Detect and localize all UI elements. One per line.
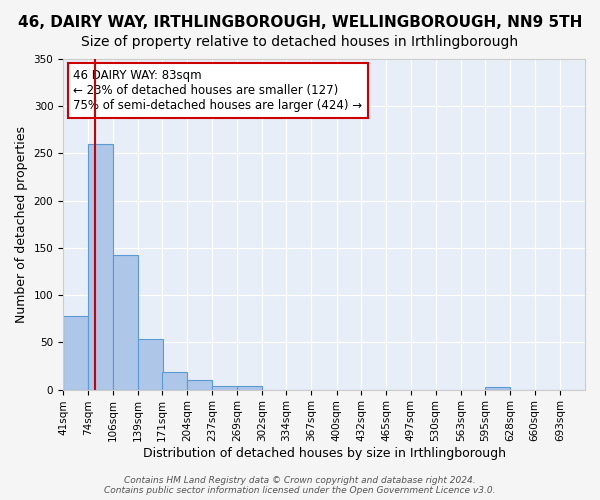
Bar — [212, 386, 238, 390]
Bar — [113, 256, 138, 390]
Text: 46 DAIRY WAY: 83sqm
← 23% of detached houses are smaller (127)
75% of semi-detac: 46 DAIRY WAY: 83sqm ← 23% of detached ho… — [73, 69, 362, 112]
X-axis label: Distribution of detached houses by size in Irthlingborough: Distribution of detached houses by size … — [143, 447, 506, 460]
Bar — [237, 386, 262, 390]
Text: 46, DAIRY WAY, IRTHLINGBOROUGH, WELLINGBOROUGH, NN9 5TH: 46, DAIRY WAY, IRTHLINGBOROUGH, WELLINGB… — [18, 15, 582, 30]
Bar — [187, 380, 212, 390]
Bar — [63, 316, 88, 390]
Bar — [88, 144, 113, 390]
Text: Contains HM Land Registry data © Crown copyright and database right 2024.
Contai: Contains HM Land Registry data © Crown c… — [104, 476, 496, 495]
Bar — [138, 338, 163, 390]
Y-axis label: Number of detached properties: Number of detached properties — [15, 126, 28, 323]
Bar — [162, 372, 187, 390]
Text: Size of property relative to detached houses in Irthlingborough: Size of property relative to detached ho… — [82, 35, 518, 49]
Bar — [485, 387, 511, 390]
